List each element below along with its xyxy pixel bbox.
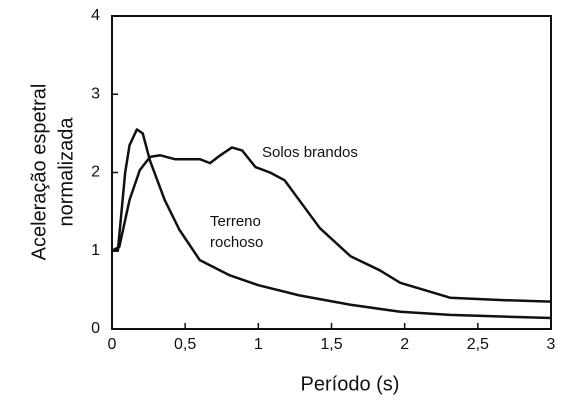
plot-frame (111, 15, 552, 330)
y-axis-label: normalizada (55, 117, 77, 227)
x-tick-label: 2,5 (467, 336, 489, 353)
x-tick-label: 1 (254, 336, 263, 353)
annotation: Solos brandos (262, 144, 358, 161)
x-tick-label: 1,5 (320, 336, 342, 353)
y-tick-label: 4 (91, 7, 100, 24)
y-tick-label: 3 (91, 85, 100, 102)
x-tick-label: 0,5 (174, 336, 196, 353)
y-tick-label: 0 (91, 320, 100, 337)
x-axis-label: Período (s) (301, 373, 400, 395)
x-tick-label: 3 (547, 336, 556, 353)
y-tick-label: 1 (91, 242, 100, 259)
y-tick-label: 2 (91, 164, 100, 181)
annotation: Terreno (210, 213, 261, 230)
y-axis-label: Aceleração espetral (28, 84, 50, 261)
line (111, 146, 552, 303)
annotation: rochoso (210, 234, 263, 251)
x-tick-label: 0 (108, 336, 117, 353)
line (112, 128, 552, 320)
x-tick-label: 2 (400, 336, 409, 353)
